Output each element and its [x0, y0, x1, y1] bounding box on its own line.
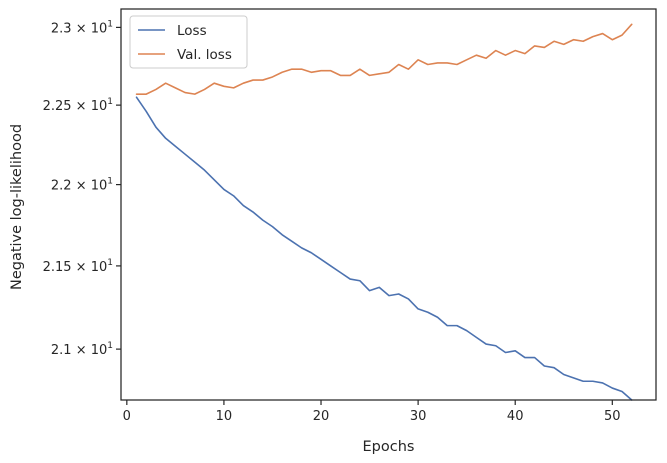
- legend-box: [129, 15, 248, 69]
- y-axis-ticks: 2.1 × 101 2.15 × 101 2.2 × 101 2.25 × 101 2.…: [43, 19, 121, 358]
- series-line-loss: [135, 96, 633, 401]
- legend-label-val-loss: Val. loss: [177, 47, 232, 63]
- x-axis-label: Epochs: [363, 439, 415, 455]
- series-line-val-loss: [135, 23, 633, 95]
- y-tick-label: 2.25 × 101: [43, 97, 113, 114]
- y-tick-label: 2.15 × 101: [43, 258, 113, 275]
- x-tick-label: 30: [410, 409, 427, 424]
- x-tick-label: 0: [123, 409, 131, 424]
- y-tick-label: 2.3 × 101: [51, 19, 113, 36]
- y-axis-label: Negative log-likelihood: [9, 124, 25, 290]
- plot-frame: [120, 8, 657, 401]
- series-layer: [135, 23, 633, 401]
- x-tick-label: 20: [313, 409, 330, 424]
- x-axis-ticks: 0 10 20 30 40 50: [123, 400, 621, 424]
- legend: Loss Val. loss: [129, 15, 248, 69]
- legend-label-loss: Loss: [177, 23, 207, 39]
- y-tick-label: 2.1 × 101: [51, 341, 113, 358]
- x-tick-label: 10: [216, 409, 233, 424]
- x-tick-label: 50: [604, 409, 621, 424]
- y-tick-label: 2.2 × 101: [51, 177, 113, 194]
- x-tick-label: 40: [507, 409, 524, 424]
